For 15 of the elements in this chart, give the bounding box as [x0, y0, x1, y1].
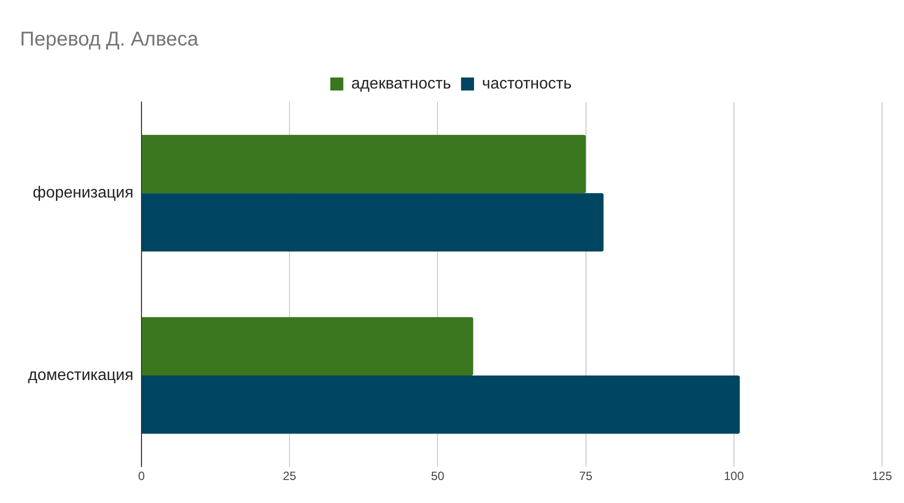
legend-label: адекватность — [351, 75, 452, 92]
legend-label: частотность — [482, 75, 572, 92]
y-tick-label: форенизация — [32, 184, 134, 202]
bar — [142, 193, 604, 252]
x-tick-label: 25 — [282, 469, 297, 484]
y-tick-label: доместикация — [28, 366, 134, 384]
x-tick-label: 75 — [579, 469, 593, 484]
bar — [142, 317, 474, 376]
bar — [142, 375, 740, 434]
bar — [142, 134, 586, 194]
x-tick-label: 50 — [430, 469, 445, 484]
chart-title: Перевод Д. Алвеса — [20, 28, 200, 51]
x-tick-label: 125 — [872, 469, 892, 484]
x-tick-label: 100 — [724, 469, 744, 484]
x-tick-label: 0 — [138, 469, 146, 484]
